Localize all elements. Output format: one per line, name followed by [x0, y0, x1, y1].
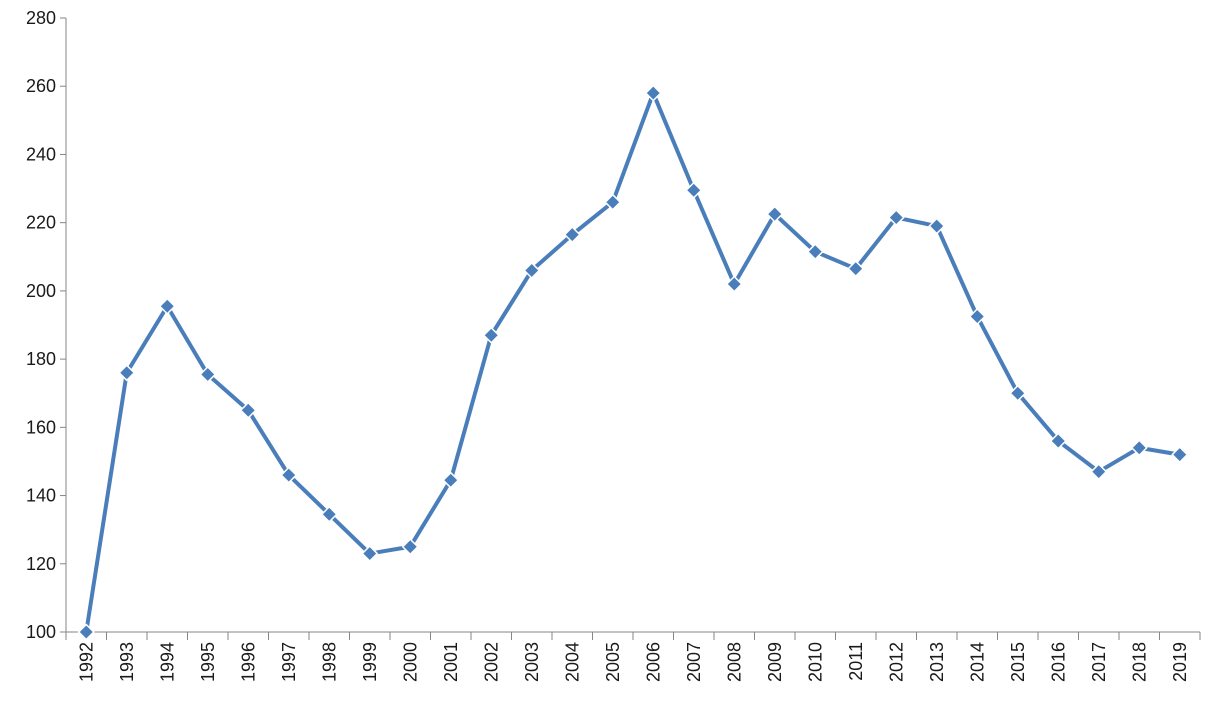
data-point: [604, 193, 622, 211]
x-tick-label: 1994: [157, 642, 177, 682]
x-tick-label: 1993: [117, 642, 137, 682]
data-point: [928, 217, 946, 235]
data-point: [1049, 432, 1067, 450]
x-tick-label: 1995: [198, 642, 218, 682]
x-tick-label: 2015: [1008, 642, 1028, 682]
data-point: [1130, 439, 1148, 457]
y-tick-label: 200: [26, 281, 56, 301]
x-axis: 1992 1993 1994 1995 1996 1997 1998 1999 2000 2001…: [65, 631, 1201, 682]
x-tick-label: 1997: [279, 642, 299, 682]
x-tick-label: 1992: [76, 642, 96, 682]
x-tick-label: 2017: [1089, 642, 1109, 682]
data-point: [199, 365, 217, 384]
x-tick-label: 2014: [967, 642, 987, 682]
x-tick-label: 2002: [481, 642, 501, 682]
data-point: [685, 181, 703, 199]
x-tick-label: 1999: [360, 642, 380, 682]
data-point: [239, 401, 257, 419]
y-tick-label: 160: [26, 417, 56, 437]
y-tick-label: 240: [26, 144, 56, 164]
x-tick-label: 2013: [927, 642, 947, 682]
x-tick-label: 2007: [684, 642, 704, 682]
plot-area: [77, 84, 1189, 641]
x-tick-label: 2011: [846, 642, 866, 681]
data-point: [806, 243, 824, 261]
x-tick-label: 2000: [400, 642, 420, 682]
data-point: [523, 261, 541, 279]
x-tick-label: 2012: [886, 642, 906, 682]
x-tick-label: 2001: [441, 642, 461, 682]
y-tick-label: 220: [26, 213, 56, 233]
data-point: [563, 226, 581, 244]
y-tick-label: 140: [26, 486, 56, 506]
x-tick-label: 2004: [562, 642, 582, 682]
y-axis: 100 120 140 160 180 200 220 240 260 280: [26, 8, 67, 642]
data-point: [320, 505, 338, 523]
x-tick-label: 2009: [765, 642, 785, 682]
y-tick-label: 120: [26, 554, 56, 574]
x-tick-label: 2006: [643, 642, 663, 682]
data-point: [1090, 463, 1108, 481]
series-line: [84, 91, 1182, 634]
x-tick-label: 2016: [1048, 642, 1068, 682]
data-point: [1009, 384, 1027, 402]
y-tick-label: 260: [26, 76, 56, 96]
data-point: [401, 538, 419, 556]
x-tick-label: 2018: [1129, 642, 1149, 682]
data-point: [280, 466, 298, 484]
x-tick-label: 1998: [319, 642, 339, 682]
x-tick-label: 1996: [238, 642, 258, 682]
data-point: [847, 260, 865, 278]
data-point: [442, 471, 460, 489]
data-point: [644, 84, 662, 102]
y-tick-label: 100: [26, 622, 56, 642]
data-point: [158, 297, 176, 315]
x-tick-label: 2003: [522, 642, 542, 682]
data-point: [118, 364, 136, 382]
data-point: [361, 544, 379, 563]
data-point: [968, 307, 986, 326]
x-tick-label: 2008: [724, 642, 744, 682]
data-point: [482, 326, 500, 344]
data-point: [725, 275, 743, 293]
data-point: [887, 208, 905, 227]
data-point: [766, 205, 784, 223]
data-point: [77, 623, 95, 641]
y-tick-label: 280: [26, 8, 56, 28]
x-tick-label: 2010: [805, 642, 825, 682]
data-point: [1171, 446, 1189, 464]
y-tick-label: 180: [26, 349, 56, 369]
x-tick-label: 2019: [1170, 642, 1190, 682]
x-tick-label: 2005: [603, 642, 623, 682]
